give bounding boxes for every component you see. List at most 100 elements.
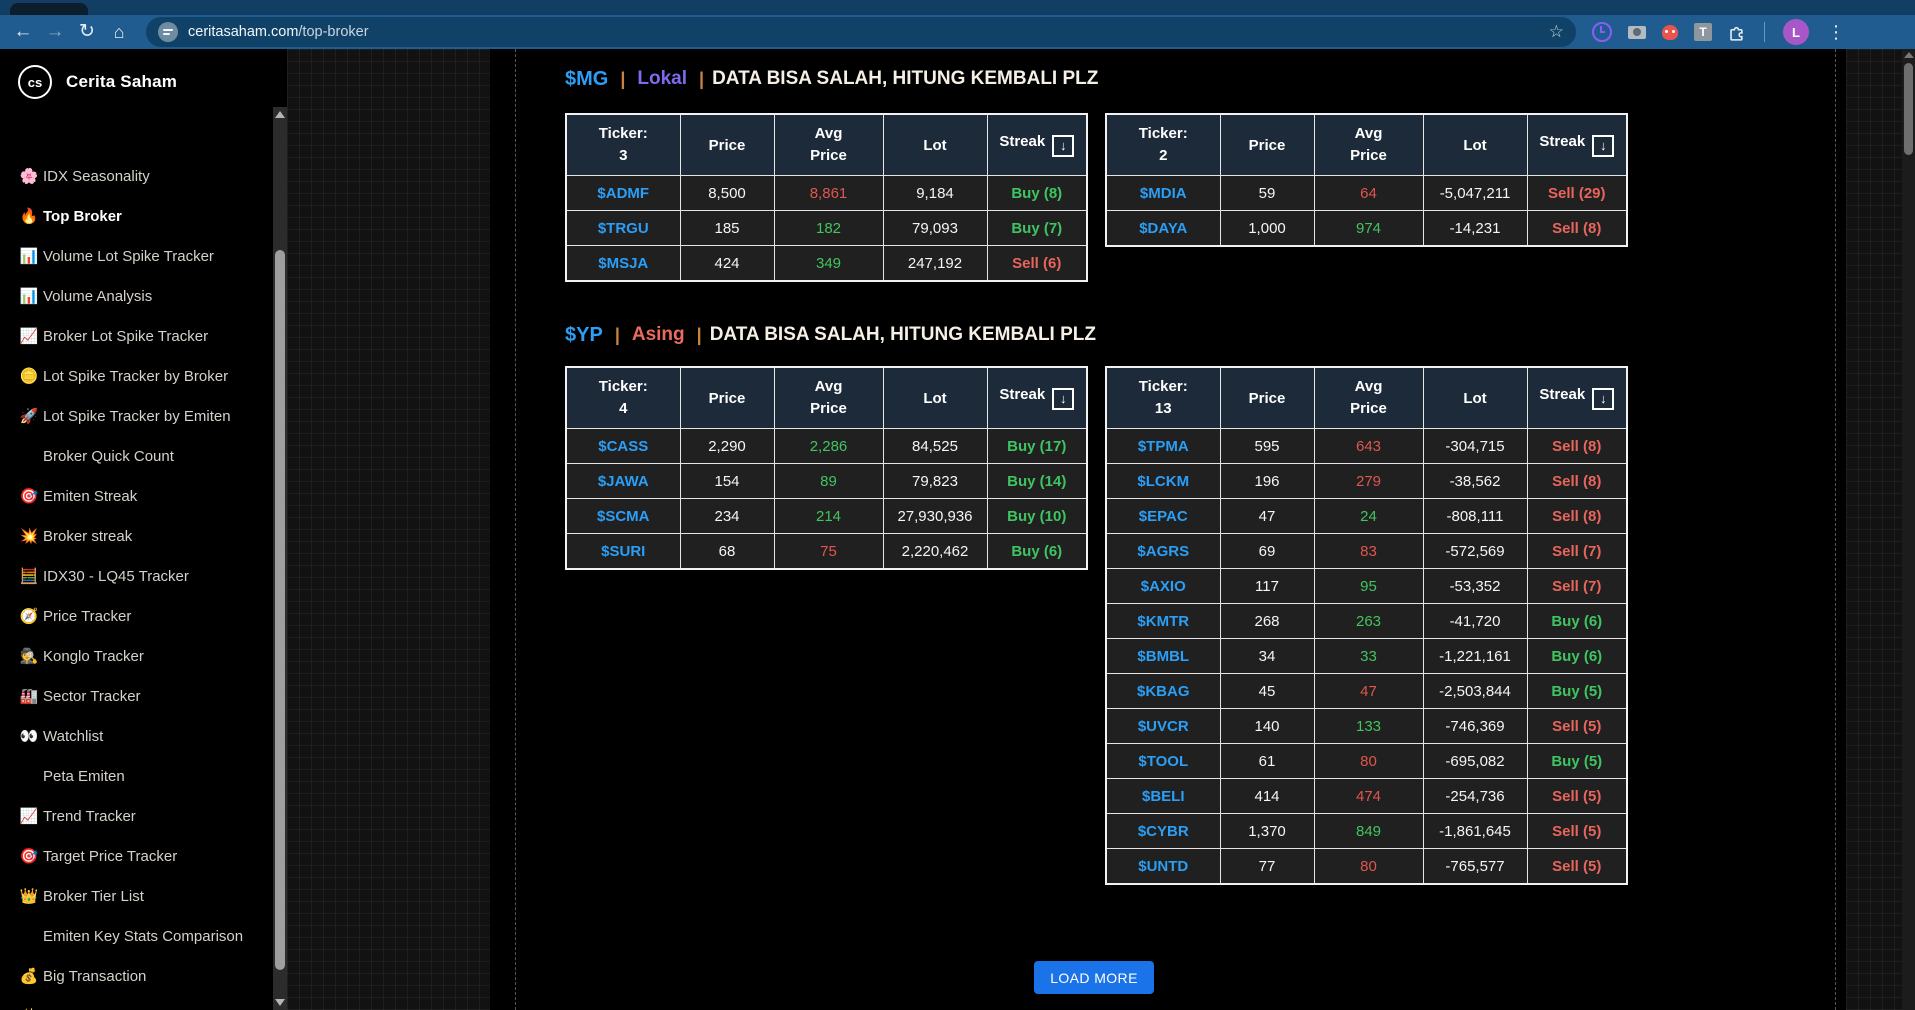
url-bar[interactable]: ceritasaham.com/top-broker ☆	[146, 17, 1576, 47]
ticker-cell-untd[interactable]: $UNTD	[1105, 848, 1221, 885]
extension-camera-icon[interactable]	[1628, 25, 1646, 39]
home-button[interactable]: ⌂	[113, 22, 125, 42]
sidebar-item-trend-tracker[interactable]: 📈 Trend Tracker	[0, 796, 273, 836]
streak-sort-icon[interactable]: ↓	[1052, 135, 1075, 157]
avg-header-line1: Avg	[1354, 124, 1383, 142]
ticker-cell-kbag[interactable]: $KBAG	[1105, 673, 1221, 709]
table-row: $BMBL 34 33 -1,221,161 Buy (6)	[1105, 638, 1628, 674]
avg-header-line2: Price	[1350, 147, 1387, 164]
ticker-cell-lckm[interactable]: $LCKM	[1105, 463, 1221, 499]
streak-sort-icon[interactable]: ↓	[1592, 388, 1615, 410]
sidebar-scrollbar-thumb[interactable]	[275, 250, 285, 970]
ticker-cell-axio[interactable]: $AXIO	[1105, 568, 1221, 604]
scroll-down-icon[interactable]	[275, 999, 285, 1006]
ticker-count: 13	[1154, 400, 1172, 417]
sidebar-item-broker-tier-list[interactable]: 👑 Broker Tier List	[0, 876, 273, 916]
ticker-cell-jawa[interactable]: $JAWA	[565, 463, 681, 499]
sidebar-item-target-price-tracker[interactable]: 🎯 Target Price Tracker	[0, 836, 273, 876]
ticker-cell-suri[interactable]: $SURI	[565, 533, 681, 570]
streak-sort-icon[interactable]: ↓	[1592, 135, 1615, 157]
sidebar-item-volume-analysis[interactable]: 📊 Volume Analysis	[0, 276, 273, 316]
bookmark-star-icon[interactable]: ☆	[1548, 22, 1564, 41]
extension-mascot-icon[interactable]	[1662, 24, 1678, 40]
ticker-cell-kmtr[interactable]: $KMTR	[1105, 603, 1221, 639]
scroll-up-icon[interactable]	[1903, 52, 1914, 58]
ticker-cell-daya[interactable]: $DAYA	[1105, 210, 1221, 247]
profile-avatar[interactable]: L	[1783, 19, 1809, 45]
sidebar-item-broker-streak[interactable]: 💥 Broker streak	[0, 516, 273, 556]
ticker-cell-uvcr[interactable]: $UVCR	[1105, 708, 1221, 744]
table-row: $MDIA 59 64 -5,047,211 Sell (29)	[1105, 175, 1628, 211]
col-header-price: Price	[1219, 113, 1315, 176]
extensions-puzzle-icon[interactable]	[1728, 23, 1746, 41]
browser-tab[interactable]	[10, 3, 88, 15]
streak-sort-icon[interactable]: ↓	[1052, 388, 1075, 410]
col-header-lot: Lot	[1422, 366, 1528, 429]
sidebar-item-lot-spike-tracker-by-broker[interactable]: 🪙 Lot Spike Tracker by Broker	[0, 356, 273, 396]
sidebar-item-konglo-tracker[interactable]: 🕵 Konglo Tracker	[0, 636, 273, 676]
ticker-cell-agrs[interactable]: $AGRS	[1105, 533, 1221, 569]
map-icon: 🗺	[19, 768, 39, 785]
sidebar-item-watchlist[interactable]: 👀 Watchlist	[0, 716, 273, 756]
sidebar-item-idx-seasonality[interactable]: 🌸 IDX Seasonality	[0, 156, 273, 196]
back-button[interactable]: ←	[13, 21, 33, 42]
separator: |	[620, 68, 626, 89]
ticker-cell-mdia[interactable]: $MDIA	[1105, 175, 1221, 211]
table-row: $UVCR 140 133 -746,369 Sell (5)	[1105, 708, 1628, 744]
lot-cell: -254,736	[1422, 778, 1528, 814]
extension-t-icon[interactable]: T	[1694, 23, 1712, 41]
page-scrollbar[interactable]	[1902, 49, 1915, 1010]
table-row: $KBAG 45 47 -2,503,844 Buy (5)	[1105, 673, 1628, 709]
load-more-button[interactable]: LOAD MORE	[1034, 961, 1154, 994]
ticker-cell-scma[interactable]: $SCMA	[565, 498, 681, 534]
streak-cell: Sell (7)	[1526, 568, 1628, 604]
sidebar-item-idx-technincal-analysis[interactable]: ✨ IDX Technincal Analysis	[0, 996, 273, 1010]
sidebar-item-emiten-key-stats-comparison[interactable]: ⚖ Emiten Key Stats Comparison	[0, 916, 273, 956]
ticker-cell-cass[interactable]: $CASS	[565, 428, 681, 464]
sidebar-item-idx30-lq45-tracker[interactable]: 🧮 IDX30 - LQ45 Tracker	[0, 556, 273, 596]
sidebar-item-price-tracker[interactable]: 🧭 Price Tracker	[0, 596, 273, 636]
browser-menu-icon[interactable]: ⋮	[1827, 21, 1845, 42]
page-scrollbar-thumb[interactable]	[1904, 63, 1913, 155]
table-row: $JAWA 154 89 79,823 Buy (14)	[565, 463, 1088, 499]
ticker-cell-epac[interactable]: $EPAC	[1105, 498, 1221, 534]
avg-header-line1: Avg	[814, 124, 843, 142]
ticker-cell-tool[interactable]: $TOOL	[1105, 743, 1221, 779]
avg-price-cell: 849	[1313, 813, 1424, 849]
ticker-cell-trgu[interactable]: $TRGU	[565, 210, 681, 246]
forward-button[interactable]: →	[45, 21, 65, 42]
avg-header-line1: Avg	[814, 377, 843, 395]
site-settings-icon[interactable]	[158, 22, 178, 42]
sidebar-item-volume-lot-spike-tracker[interactable]: 📊 Volume Lot Spike Tracker	[0, 236, 273, 276]
sidebar-scrollbar[interactable]	[273, 107, 287, 1010]
sidebar-item-broker-lot-spike-tracker[interactable]: 📈 Broker Lot Spike Tracker	[0, 316, 273, 356]
ticker-cell-beli[interactable]: $BELI	[1105, 778, 1221, 814]
sidebar-item-label: Sector Tracker	[43, 687, 141, 705]
ticker-cell-msja[interactable]: $MSJA	[565, 245, 681, 282]
fire-icon: 🔥	[19, 208, 39, 225]
target-icon: 🎯	[19, 488, 39, 505]
lot-cell: -53,352	[1422, 568, 1528, 604]
broker-table-mg-left: Ticker: 3 Price Avg Price Lot Streak ↓ $ADMF 8,50…	[565, 113, 1088, 282]
sidebar-item-broker-quick-count[interactable]: 🖩 Broker Quick Count	[0, 436, 273, 476]
lot-cell: -38,562	[1422, 463, 1528, 499]
sidebar-item-peta-emiten[interactable]: 🗺 Peta Emiten	[0, 756, 273, 796]
sidebar-item-emiten-streak[interactable]: 🎯 Emiten Streak	[0, 476, 273, 516]
extension-clock-icon[interactable]	[1592, 22, 1612, 42]
scroll-up-icon[interactable]	[275, 111, 285, 118]
ticker-cell-bmbl[interactable]: $BMBL	[1105, 638, 1221, 674]
sidebar-item-sector-tracker[interactable]: 🏭 Sector Tracker	[0, 676, 273, 716]
reload-button[interactable]: ↻	[79, 21, 95, 42]
sidebar-item-top-broker[interactable]: 🔥 Top Broker	[0, 196, 273, 236]
sidebar-item-lot-spike-tracker-by-emiten[interactable]: 🚀 Lot Spike Tracker by Emiten	[0, 396, 273, 436]
ticker-cell-admf[interactable]: $ADMF	[565, 175, 681, 211]
ticker-cell-cybr[interactable]: $CYBR	[1105, 813, 1221, 849]
sidebar-item-big-transaction[interactable]: 💰 Big Transaction	[0, 956, 273, 996]
avg-price-cell: 349	[773, 245, 884, 282]
ticker-cell-tpma[interactable]: $TPMA	[1105, 428, 1221, 464]
sidebar-item-label: Big Transaction	[43, 967, 147, 985]
price-cell: 268	[1219, 603, 1315, 639]
separator: |	[696, 324, 702, 345]
compass-icon: 🧭	[19, 608, 39, 625]
